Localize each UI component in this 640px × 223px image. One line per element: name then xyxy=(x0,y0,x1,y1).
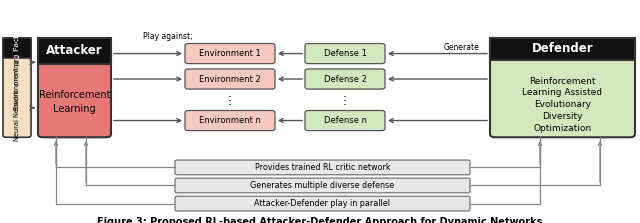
Text: Attacker-Defender play in parallel: Attacker-Defender play in parallel xyxy=(255,199,390,208)
Text: Defense n: Defense n xyxy=(323,116,367,125)
FancyBboxPatch shape xyxy=(305,69,385,89)
Text: Provides trained RL critic network: Provides trained RL critic network xyxy=(255,163,390,172)
Text: Generate: Generate xyxy=(444,43,480,52)
Text: Reinforcement
Learning: Reinforcement Learning xyxy=(39,90,110,114)
Text: .: . xyxy=(228,91,232,104)
Text: Defender: Defender xyxy=(532,42,593,55)
Text: .: . xyxy=(228,87,232,100)
Bar xyxy=(490,38,635,60)
FancyBboxPatch shape xyxy=(175,196,470,211)
Text: Neural Network  pruning: Neural Network pruning xyxy=(14,60,20,141)
Text: Play against;: Play against; xyxy=(143,32,193,41)
Text: Environment n: Environment n xyxy=(199,116,261,125)
Text: Attacker: Attacker xyxy=(46,44,103,57)
FancyBboxPatch shape xyxy=(305,43,385,64)
Text: .: . xyxy=(343,91,347,104)
FancyBboxPatch shape xyxy=(175,178,470,193)
Text: Environment pruning: Environment pruning xyxy=(14,40,20,110)
Text: .: . xyxy=(228,95,232,108)
FancyBboxPatch shape xyxy=(305,110,385,131)
Text: Environment 1: Environment 1 xyxy=(199,49,261,58)
FancyBboxPatch shape xyxy=(185,69,275,89)
Bar xyxy=(38,38,111,64)
Text: Reinforcement
Learning Assisted
Evolutionary
Diversity
Optimization: Reinforcement Learning Assisted Evolutio… xyxy=(522,76,602,133)
Text: Training Facilitator: Training Facilitator xyxy=(14,10,20,86)
FancyBboxPatch shape xyxy=(175,160,470,175)
FancyBboxPatch shape xyxy=(185,43,275,64)
Text: .: . xyxy=(343,95,347,108)
FancyBboxPatch shape xyxy=(185,110,275,131)
FancyBboxPatch shape xyxy=(3,38,31,137)
FancyBboxPatch shape xyxy=(38,38,111,137)
Bar xyxy=(3,38,31,58)
Text: Defense 1: Defense 1 xyxy=(324,49,367,58)
Text: .: . xyxy=(343,87,347,100)
Text: Environment 2: Environment 2 xyxy=(199,74,261,84)
Text: Defense 2: Defense 2 xyxy=(324,74,367,84)
Text: Generates multiple diverse defense: Generates multiple diverse defense xyxy=(250,181,395,190)
Text: Figure 3: Proposed RL-based Attacker-Defender Approach for Dynamic Networks: Figure 3: Proposed RL-based Attacker-Def… xyxy=(97,217,543,223)
FancyBboxPatch shape xyxy=(490,38,635,137)
